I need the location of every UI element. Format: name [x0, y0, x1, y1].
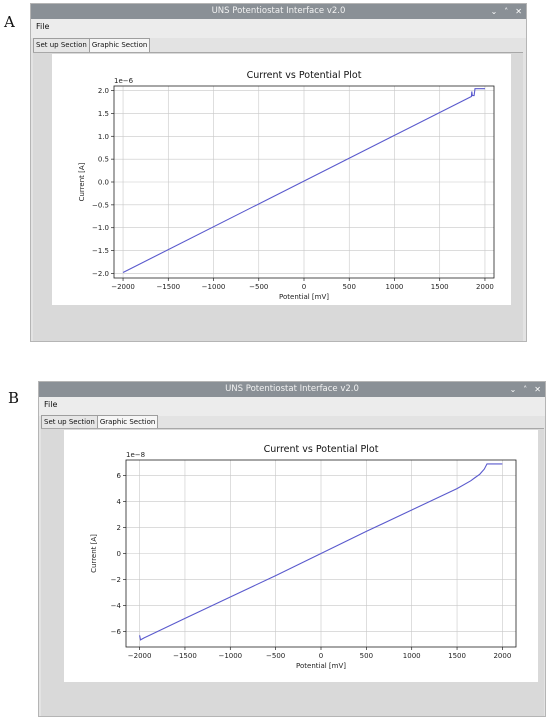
x-tick-label: 2000	[493, 652, 511, 660]
x-tick-label: 1500	[431, 283, 449, 291]
y-tick-label: −6	[111, 628, 122, 636]
x-tick-label: −1000	[218, 652, 242, 660]
window-titlebar[interactable]: UNS Potentiostat Interface v2.0 ⌄ ˄ ✕	[39, 382, 545, 397]
menu-bar: File	[31, 19, 526, 38]
x-tick-label: −500	[249, 283, 268, 291]
chart-title: Current vs Potential Plot	[264, 444, 379, 455]
tab-content: −2000 −1500 −1000 −500 0 500 1000 1500 2000 −6 −4 −…	[41, 428, 544, 716]
close-icon[interactable]: ✕	[515, 7, 522, 16]
chart-svg: −2000 −1500 −1000 −500 0 500 1000 1500 2000 −6 −4 −…	[90, 444, 517, 670]
panel-label-a: A	[4, 13, 15, 31]
x-tick-label: −2000	[128, 652, 152, 660]
x-axis-label: Potential [mV]	[296, 662, 346, 670]
y-tick-label: 2.0	[98, 87, 109, 95]
x-tick-label: −500	[266, 652, 285, 660]
x-tick-label: 1000	[403, 652, 421, 660]
data-series-line	[122, 88, 485, 273]
x-axis-label: Potential [mV]	[279, 293, 329, 301]
y-tick-label: −2.0	[92, 270, 109, 278]
tab-setup-section[interactable]: Set up Section	[33, 38, 90, 53]
y-tick-label: −4	[111, 602, 122, 610]
x-tick-label: 1500	[448, 652, 466, 660]
y-tick-label: 2	[117, 524, 121, 532]
x-tick-label: 500	[360, 652, 373, 660]
tab-graphic-section[interactable]: Graphic Section	[88, 38, 151, 53]
x-tick-label: −1000	[202, 283, 226, 291]
plot-figure: −2000 −1500 −1000 −500 0 500 1000 1500 2000 −2.0 −…	[52, 54, 511, 305]
window-title: UNS Potentiostat Interface v2.0	[225, 384, 359, 394]
tab-bar: Set up Section Graphic Section	[33, 38, 151, 53]
y-offset-label: 1e−8	[126, 451, 145, 459]
x-tick-label: 1000	[386, 283, 404, 291]
x-tick-label: −1500	[173, 652, 197, 660]
y-offset-label: 1e−6	[114, 77, 134, 85]
y-tick-label: −1.5	[92, 247, 109, 255]
y-tick-label: 1.0	[98, 133, 109, 141]
app-window-b: UNS Potentiostat Interface v2.0 ⌄ ˄ ✕ Fi…	[38, 381, 546, 717]
window-titlebar[interactable]: UNS Potentiostat Interface v2.0 ⌄ ˄ ✕	[31, 4, 526, 19]
x-tick-label: −1500	[156, 283, 180, 291]
app-window-a: UNS Potentiostat Interface v2.0 ⌄ ˄ ✕ Fi…	[30, 3, 527, 342]
y-axis-label: Current [A]	[78, 162, 86, 201]
tab-graphic-section[interactable]: Graphic Section	[96, 415, 159, 430]
menu-bar: File	[39, 397, 545, 416]
x-tick-label: 0	[319, 652, 323, 660]
x-tick-label: 2000	[476, 283, 494, 291]
tab-content: −2000 −1500 −1000 −500 0 500 1000 1500 2000 −2.0 −…	[33, 52, 523, 341]
plot-figure: −2000 −1500 −1000 −500 0 500 1000 1500 2000 −6 −4 −…	[64, 430, 538, 682]
data-series-line	[139, 463, 503, 641]
menu-file[interactable]: File	[36, 22, 50, 31]
window-title: UNS Potentiostat Interface v2.0	[211, 6, 346, 16]
y-tick-label: −1.0	[92, 224, 109, 232]
y-tick-label: 0.5	[98, 156, 109, 164]
tab-bar: Set up Section Graphic Section	[41, 415, 159, 430]
chart-svg: −2000 −1500 −1000 −500 0 500 1000 1500 2000 −2.0 −…	[78, 70, 495, 301]
x-tick-label: 0	[302, 283, 306, 291]
y-tick-label: 0.0	[98, 179, 109, 187]
minimize-icon[interactable]: ⌄	[509, 385, 517, 394]
y-tick-label: −0.5	[92, 201, 109, 209]
x-tick-label: −2000	[111, 283, 135, 291]
maximize-icon[interactable]: ˄	[523, 385, 528, 394]
chart-title: Current vs Potential Plot	[247, 70, 362, 81]
y-tick-label: −2	[111, 576, 121, 584]
y-axis-label: Current [A]	[90, 534, 98, 573]
maximize-icon[interactable]: ˄	[504, 7, 509, 16]
panel-label-b: B	[8, 389, 20, 407]
minimize-icon[interactable]: ⌄	[490, 7, 498, 16]
y-tick-label: 1.5	[98, 110, 109, 118]
y-tick-label: 0	[117, 550, 121, 558]
x-tick-label: 500	[343, 283, 356, 291]
menu-file[interactable]: File	[44, 400, 58, 409]
y-tick-label: 4	[117, 498, 122, 506]
y-tick-label: 6	[117, 472, 122, 480]
close-icon[interactable]: ✕	[534, 385, 541, 394]
